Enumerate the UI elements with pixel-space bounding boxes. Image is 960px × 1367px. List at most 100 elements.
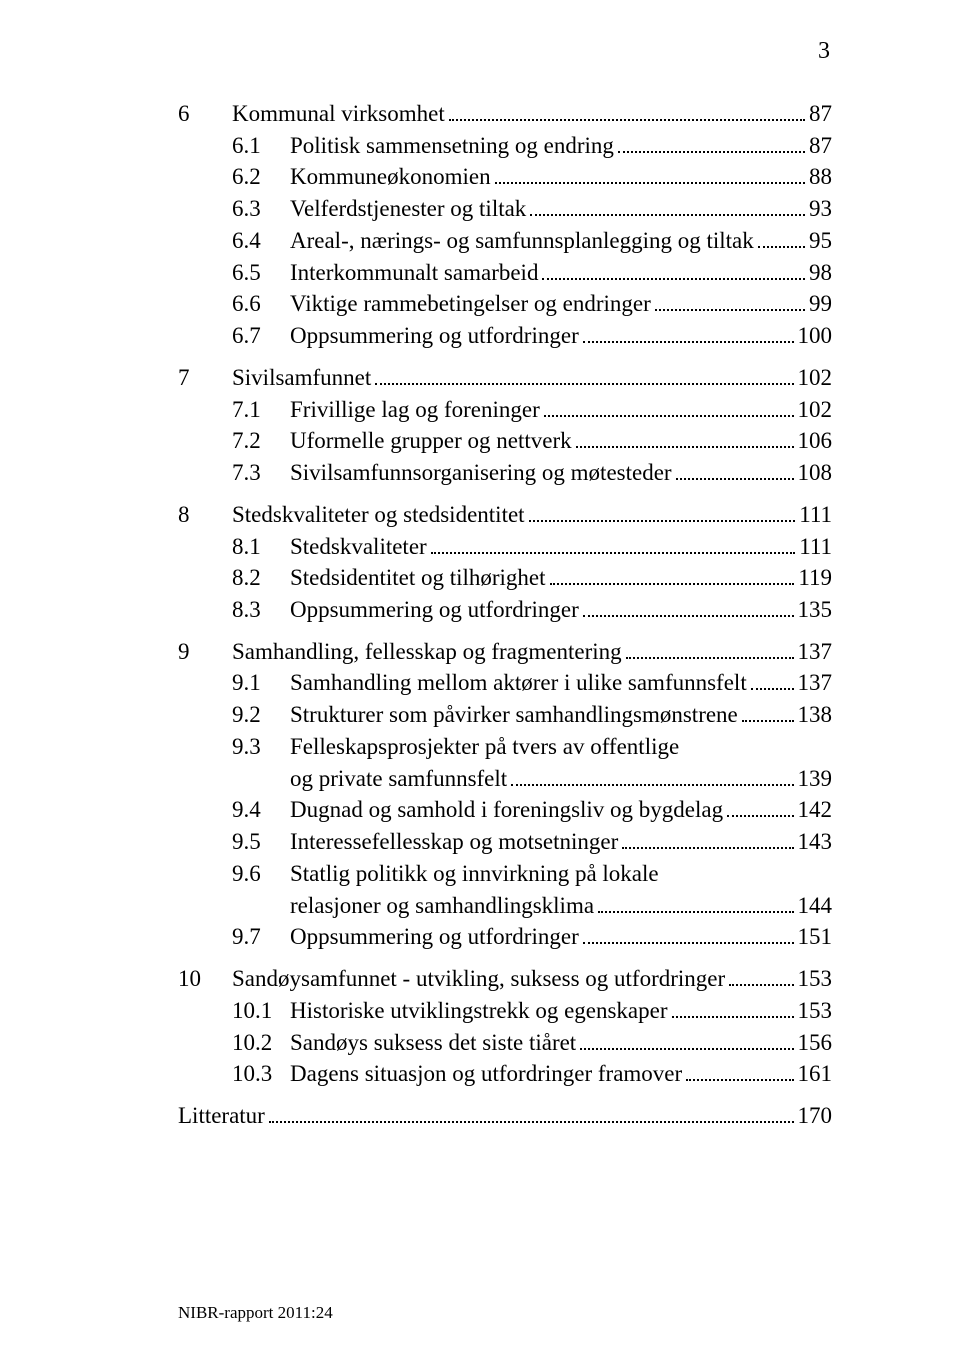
toc-entry-page: 161 (798, 1058, 833, 1090)
toc-entry-title: Politisk sammensetning og endring (290, 130, 614, 162)
toc-entry-page: 88 (809, 161, 832, 193)
toc-entry: 10Sandøysamfunnet - utvikling, suksess o… (178, 963, 832, 995)
toc-section: 9Samhandling, fellesskap og fragmenterin… (178, 636, 832, 953)
toc-leader-dots (729, 965, 793, 986)
toc-section: 7Sivilsamfunnet1027.1Frivillige lag og f… (178, 362, 832, 489)
toc-entry: 8.1Stedskvaliteter111 (178, 531, 832, 563)
toc-entry-number: 10.3 (232, 1058, 290, 1090)
toc-entry-page: 139 (798, 763, 833, 795)
toc-entry-title: Velferdstjenester og tiltak (290, 193, 526, 225)
toc-entry: 7.2Uformelle grupper og nettverk106 (178, 425, 832, 457)
toc-entry-number: 6.7 (232, 320, 290, 352)
toc-entry-page: 119 (798, 562, 832, 594)
toc-entry-title: Sivilsamfunnsorganisering og møtesteder (290, 457, 672, 489)
toc-leader-dots (449, 100, 805, 121)
toc-entry-page: 108 (798, 457, 833, 489)
toc-leader-dots (758, 227, 805, 248)
toc-entry-title: Interessefellesskap og motsetninger (290, 826, 618, 858)
page-number: 3 (818, 38, 830, 65)
toc-entry-number: 7.2 (232, 425, 290, 457)
toc-entry-title: og private samfunnsfelt (290, 763, 507, 795)
toc-entry: 9.5Interessefellesskap og motsetninger 14… (178, 826, 832, 858)
toc-entry-title: Samhandling, fellesskap og fragmentering (232, 636, 622, 668)
toc-entry-number: 9.4 (232, 794, 290, 826)
toc-entry-page: 156 (798, 1027, 833, 1059)
toc-entry-continuation: relasjoner og samhandlingsklima144 (178, 890, 832, 922)
toc-leader-dots (583, 924, 794, 945)
toc-entry-page: 98 (809, 257, 832, 289)
toc-entry-number: 9.5 (232, 826, 290, 858)
toc-entry-number: 10.1 (232, 995, 290, 1027)
toc-entry: 8.2Stedsidentitet og tilhørighet119 (178, 562, 832, 594)
toc-leader-dots (576, 428, 794, 449)
toc-entry: 9.4Dugnad og samhold i foreningsliv og b… (178, 794, 832, 826)
toc-entry-page: 93 (809, 193, 832, 225)
toc-leader-dots (431, 533, 796, 554)
toc-entry: 9.1Samhandling mellom aktører i ulike sa… (178, 667, 832, 699)
toc-entry-number: 10 (178, 963, 232, 995)
toc-section: 10Sandøysamfunnet - utvikling, suksess o… (178, 963, 832, 1090)
toc-entry-page: 106 (798, 425, 833, 457)
toc-entry-title: Areal-, nærings- og samfunnsplanlegging … (290, 225, 754, 257)
toc-entry: 9.2Strukturer som påvirker samhandlingsm… (178, 699, 832, 731)
toc-entry-page: 99 (809, 288, 832, 320)
toc-leader-dots (511, 765, 793, 786)
toc-entry-title: Interkommunalt samarbeid (290, 257, 538, 289)
toc-entry-title: Litteratur (178, 1100, 265, 1132)
toc-entry-title: Strukturer som påvirker samhandlingsmøns… (290, 699, 738, 731)
toc-entry: 6Kommunal virksomhet87 (178, 98, 832, 130)
toc-literature: Litteratur170 (178, 1100, 832, 1132)
toc-entry-number: 7 (178, 362, 232, 394)
toc-entry-number: 10.2 (232, 1027, 290, 1059)
toc-entry-title: Sandøysamfunnet - utvikling, suksess og … (232, 963, 725, 995)
document-page: 3 6Kommunal virksomhet876.1Politisk samm… (0, 0, 960, 1367)
toc-entry-page: 142 (798, 794, 833, 826)
toc-entry-title: Historiske utviklingstrekk og egenskaper (290, 995, 668, 1027)
toc-entry-page: 153 (798, 995, 833, 1027)
toc-entry-page: 111 (799, 531, 832, 563)
toc-entry-page: 102 (798, 394, 833, 426)
toc-entry-number: 7.3 (232, 457, 290, 489)
toc-entry-title: Oppsummering og utfordringer (290, 320, 579, 352)
toc-leader-dots (742, 702, 794, 723)
toc-entry-title: Kommunal virksomhet (232, 98, 445, 130)
toc-entry-number: 6.6 (232, 288, 290, 320)
toc-section: 6Kommunal virksomhet876.1Politisk sammen… (178, 98, 832, 352)
toc-entry: Litteratur170 (178, 1100, 832, 1132)
toc-entry-number: 9.1 (232, 667, 290, 699)
toc-entry-number: 9.7 (232, 921, 290, 953)
toc-entry-title: Frivillige lag og foreninger (290, 394, 540, 426)
toc-entry-number: 8.1 (232, 531, 290, 563)
toc-entry-title: Dagens situasjon og utfordringer framove… (290, 1058, 682, 1090)
toc-leader-dots (618, 132, 805, 153)
toc-entry-continuation: og private samfunnsfelt 139 (178, 763, 832, 795)
toc-entry-number: 6.3 (232, 193, 290, 225)
toc-entry: 9.3Felleskapsprosjekter på tvers av offe… (178, 731, 832, 763)
toc-leader-dots (598, 892, 793, 913)
toc-entry: 8.3Oppsummering og utfordringer135 (178, 594, 832, 626)
toc-entry-page: 143 (798, 826, 833, 858)
toc-entry-page: 137 (798, 636, 833, 668)
toc-entry-title: Sivilsamfunnet (232, 362, 371, 394)
toc-leader-dots (542, 259, 805, 280)
toc-leader-dots (655, 291, 805, 312)
toc-entry: 10.3Dagens situasjon og utfordringer fra… (178, 1058, 832, 1090)
toc-leader-dots (622, 828, 793, 849)
toc-entry-page: 100 (798, 320, 833, 352)
toc-entry-number: 6.2 (232, 161, 290, 193)
toc-entry: 6.7Oppsummering og utfordringer 100 (178, 320, 832, 352)
toc-entry-page: 102 (798, 362, 833, 394)
toc-leader-dots (751, 670, 794, 691)
toc-entry-page: 135 (798, 594, 833, 626)
toc-entry-number: 9.2 (232, 699, 290, 731)
toc-entry: 6.5Interkommunalt samarbeid98 (178, 257, 832, 289)
toc-entry-number: 6.1 (232, 130, 290, 162)
toc-entry: 10.2Sandøys suksess det siste tiåret156 (178, 1027, 832, 1059)
toc-entry-title: Viktige rammebetingelser og endringer (290, 288, 651, 320)
toc-entry: 7Sivilsamfunnet 102 (178, 362, 832, 394)
toc-section: 8Stedskvaliteter og stedsidentitet1118.1… (178, 499, 832, 626)
toc-leader-dots (530, 196, 805, 217)
toc-entry-page: 87 (809, 98, 832, 130)
toc-entry: 9Samhandling, fellesskap og fragmenterin… (178, 636, 832, 668)
toc-leader-dots (495, 164, 805, 185)
